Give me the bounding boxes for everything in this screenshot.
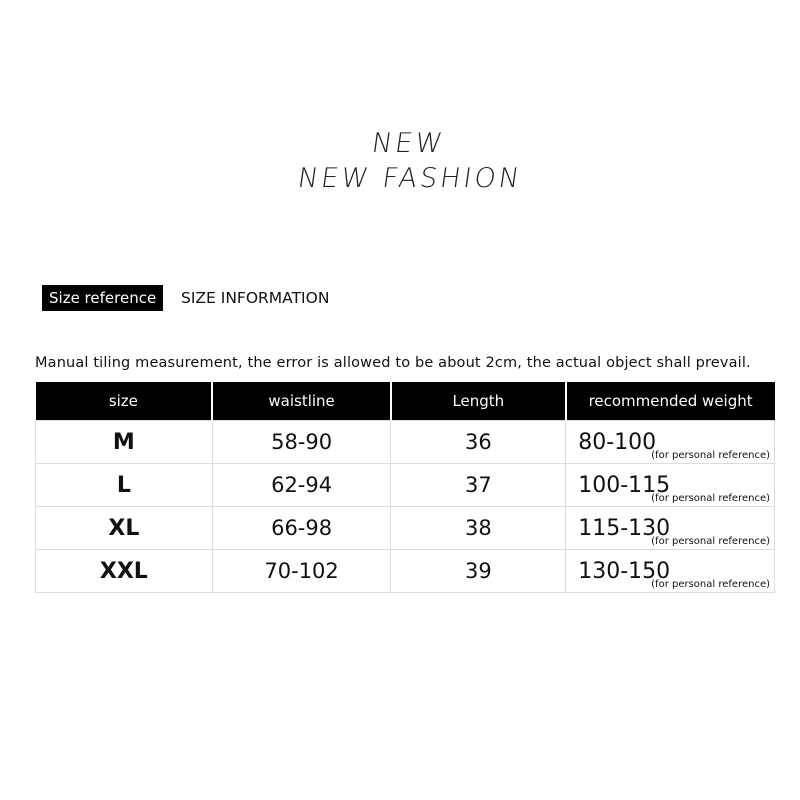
weight-reference-note: (for personal reference) bbox=[651, 450, 770, 461]
weight-reference-note: (for personal reference) bbox=[651, 493, 770, 504]
measurement-note: Manual tiling measurement, the error is … bbox=[35, 355, 751, 371]
cell-length: 39 bbox=[390, 549, 567, 593]
cell-size: M bbox=[35, 420, 213, 464]
cell-size: XL bbox=[35, 506, 213, 550]
header-size: size bbox=[35, 382, 213, 421]
header-length: Length bbox=[389, 382, 566, 421]
section-heading: SIZE INFORMATION bbox=[181, 289, 330, 307]
size-table: size waistline Length recommended weight… bbox=[35, 382, 775, 593]
cell-size: XXL bbox=[35, 549, 213, 593]
weight-value: 130-150 bbox=[578, 558, 671, 584]
title-line-2: NEW FASHION bbox=[295, 163, 525, 194]
table-header: size waistline Length recommended weight bbox=[35, 382, 775, 421]
table-row: XXL 70-102 39 130-150 (for personal refer… bbox=[35, 549, 775, 593]
weight-reference-note: (for personal reference) bbox=[651, 536, 770, 547]
weight-reference-note: (for personal reference) bbox=[651, 579, 770, 590]
cell-weight: 115-130 (for personal reference) bbox=[565, 506, 775, 550]
cell-waistline: 70-102 bbox=[211, 549, 392, 593]
size-reference-tag: Size reference bbox=[42, 285, 164, 311]
table-row: XL 66-98 38 115-130 (for personal referen… bbox=[35, 506, 775, 550]
weight-value: 115-130 bbox=[578, 515, 671, 541]
header-weight: recommended weight bbox=[564, 382, 775, 421]
cell-weight: 130-150 (for personal reference) bbox=[565, 549, 775, 593]
weight-value: 100-115 bbox=[578, 472, 671, 498]
cell-waistline: 66-98 bbox=[211, 506, 392, 550]
cell-length: 37 bbox=[390, 463, 567, 507]
table-row: L 62-94 37 100-115 (for personal referenc… bbox=[35, 463, 775, 507]
weight-value: 80-100 bbox=[578, 429, 657, 455]
cell-size: L bbox=[35, 463, 213, 507]
cell-waistline: 58-90 bbox=[211, 420, 392, 464]
header-waistline: waistline bbox=[211, 382, 391, 421]
cell-waistline: 62-94 bbox=[211, 463, 392, 507]
cell-length: 36 bbox=[390, 420, 567, 464]
cell-weight: 100-115 (for personal reference) bbox=[565, 463, 775, 507]
table-row: M 58-90 36 80-100 (for personal reference… bbox=[35, 420, 775, 464]
title-line-1: NEW bbox=[369, 128, 448, 159]
cell-weight: 80-100 (for personal reference) bbox=[565, 420, 775, 464]
cell-length: 38 bbox=[390, 506, 567, 550]
